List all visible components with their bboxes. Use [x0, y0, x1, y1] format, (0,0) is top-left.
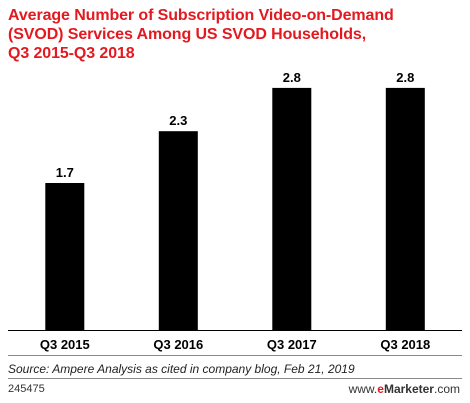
- value-label-q3-2017: 2.8: [283, 70, 301, 85]
- chart-title-line-3: Q3 2015-Q3 2018: [8, 45, 135, 62]
- value-label-q3-2015: 1.7: [56, 165, 74, 180]
- brand-suffix: .com: [433, 382, 460, 396]
- value-label-q3-2016: 2.3: [169, 113, 187, 128]
- value-labels-layer: 1.7 2.3 2.8 2.8: [56, 70, 415, 180]
- chart-id: 245475: [8, 383, 45, 395]
- bar-q3-2018: [385, 87, 425, 331]
- bars-layer: [45, 87, 425, 331]
- source-note: Source: Ampere Analysis as cited in comp…: [8, 362, 355, 376]
- bar-q3-2015: [45, 183, 85, 330]
- chart-title-line-2: (SVOD) Services Among US SVOD Households…: [8, 26, 367, 43]
- chart-title-line-1: Average Number of Subscription Video-on-…: [8, 7, 394, 24]
- value-label-q3-2018: 2.8: [396, 70, 414, 85]
- source-divider-top: [8, 355, 462, 356]
- emarketer-logo[interactable]: www.eMarketer.com: [349, 382, 460, 396]
- x-tick-label-q3-2017: Q3 2017: [267, 337, 317, 352]
- x-tick-label-q3-2015: Q3 2015: [40, 337, 90, 352]
- x-tick-label-q3-2016: Q3 2016: [153, 337, 203, 352]
- brand-prefix: www.: [348, 382, 378, 396]
- brand-e: e: [377, 382, 384, 396]
- chart-title: Average Number of Subscription Video-on-…: [8, 6, 460, 63]
- bar-q3-2017: [272, 87, 312, 331]
- brand-name: Marketer: [383, 382, 434, 396]
- source-divider-bottom: [8, 378, 462, 379]
- bar-q3-2016: [158, 131, 198, 330]
- x-axis-tick-labels: Q3 2015 Q3 2016 Q3 2017 Q3 2018: [40, 337, 430, 352]
- x-tick-label-q3-2018: Q3 2018: [380, 337, 430, 352]
